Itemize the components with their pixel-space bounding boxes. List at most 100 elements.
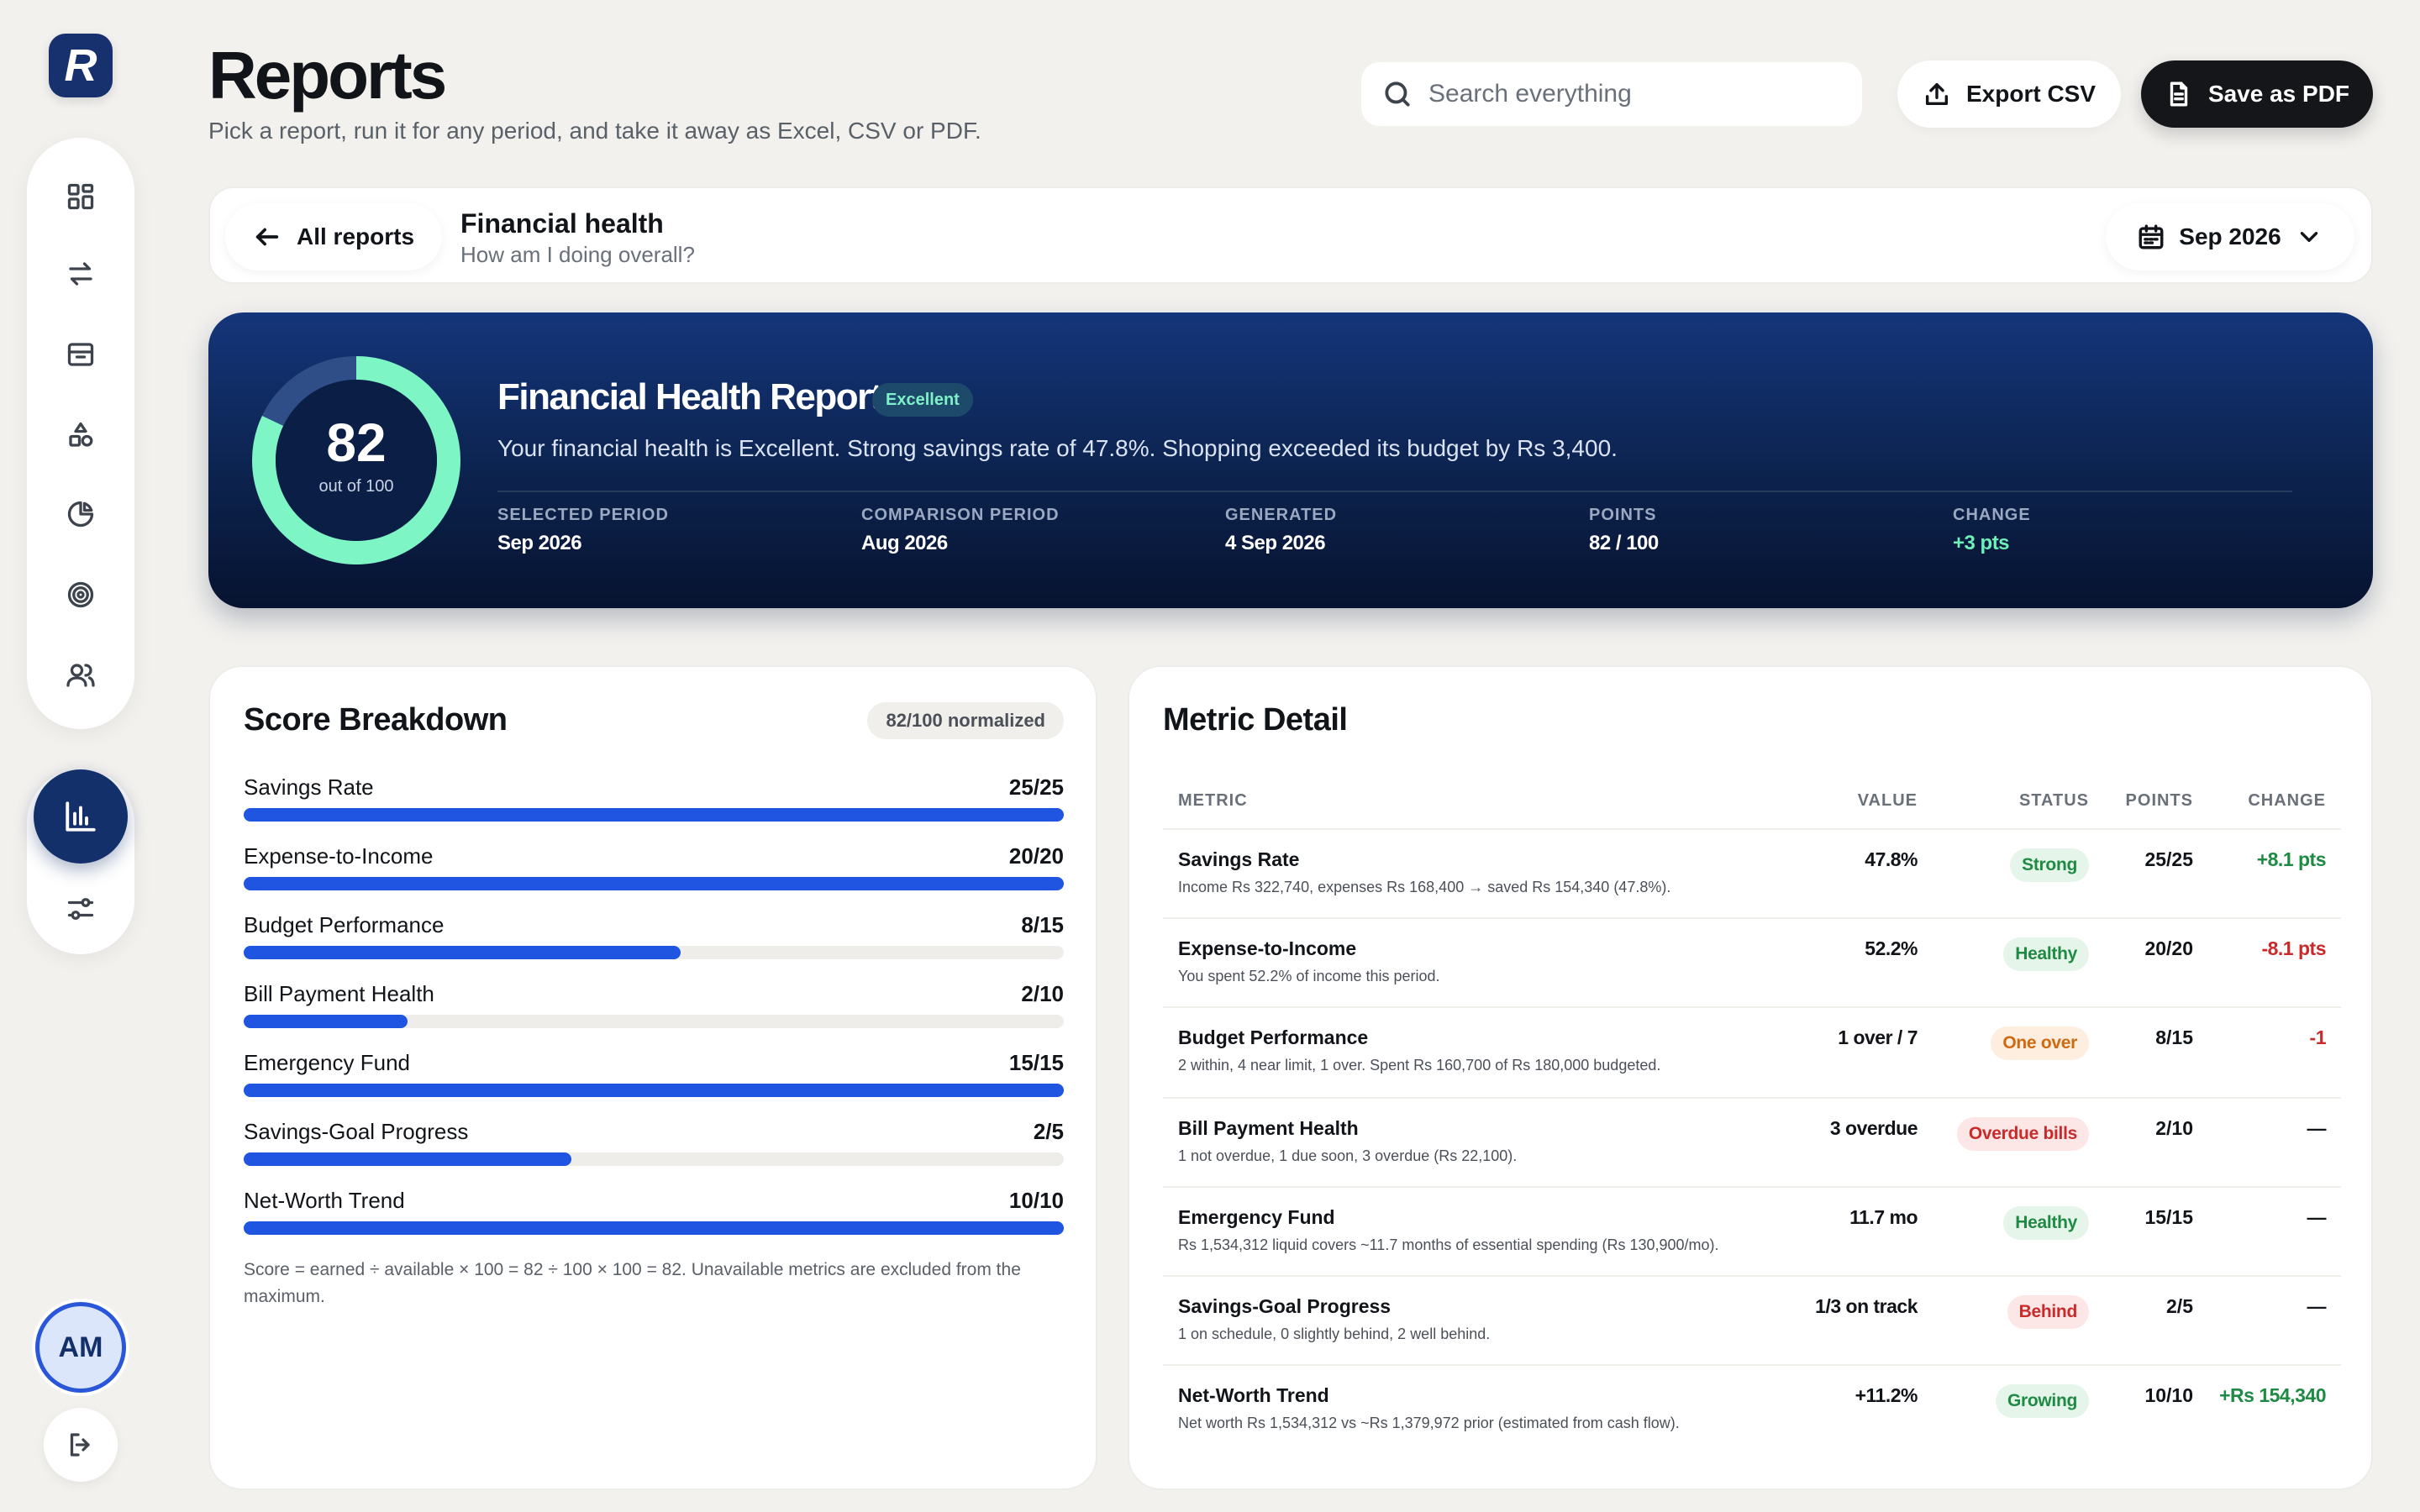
table-row[interactable]: Savings-Goal Progress 1 on schedule, 0 sl… — [1163, 1275, 2341, 1364]
metric-points: 8/15 — [2155, 1026, 2193, 1048]
calendar-icon — [2139, 224, 2164, 249]
table-row[interactable]: Expense-to-Income You spent 52.2% of inco… — [1163, 917, 2341, 1006]
metric-description: Income Rs 322,740, expenses Rs 168,400 →… — [1178, 879, 1671, 895]
progress-track — [244, 1015, 1064, 1028]
sidebar-secondary — [27, 769, 134, 954]
logout-button[interactable] — [44, 1408, 118, 1482]
nav-settings[interactable] — [55, 884, 106, 934]
nav-goals[interactable] — [55, 570, 106, 620]
metric-detail-card: Metric Detail METRIC VALUE STATUS POINTS… — [1128, 665, 2373, 1490]
nav-categories[interactable] — [55, 410, 106, 460]
app-logo[interactable]: R — [49, 34, 113, 97]
logo-letter: R — [64, 40, 97, 91]
breakdown-label: Budget Performance — [244, 912, 445, 937]
health-summary-hero: 82 out of 100 Financial Health Report Ex… — [208, 312, 2373, 608]
metric-points: 2/5 — [2166, 1295, 2193, 1317]
metric-value: 47.8% — [1865, 848, 1918, 870]
report-question: How am I doing overall? — [460, 242, 695, 267]
users-icon — [66, 664, 95, 687]
export-csv-button[interactable]: Export CSV — [1897, 60, 2121, 128]
status-badge: One over — [1991, 1026, 2089, 1060]
metric-name: Budget Performance — [1178, 1026, 1369, 1048]
metric-name: Emergency Fund — [1178, 1206, 1335, 1228]
breakdown-score: 2/5 — [1033, 1119, 1064, 1144]
breakdown-score: 8/15 — [1021, 912, 1064, 937]
report-header-bar: All reports Financial health How am I do… — [208, 186, 2373, 284]
metric-description: You spent 52.2% of income this period. — [1178, 968, 1440, 984]
metric-description: 1 not overdue, 1 due soon, 3 overdue (Rs… — [1178, 1147, 1518, 1164]
hero-title: Financial Health Report — [497, 376, 882, 417]
page-title: Reports — [208, 38, 447, 113]
metric-points: 20/20 — [2144, 937, 2193, 959]
score-gauge — [252, 356, 460, 564]
logout-icon — [70, 1433, 90, 1457]
table-row[interactable]: Emergency Fund Rs 1,534,312 liquid covers… — [1163, 1186, 2341, 1275]
table-row[interactable]: Net-Worth Trend Net worth Rs 1,534,312 vs… — [1163, 1364, 2341, 1455]
user-avatar[interactable]: AM — [35, 1302, 126, 1393]
metric-value: +11.2% — [1854, 1384, 1918, 1406]
search-input[interactable] — [1428, 80, 1832, 108]
metric-points: 2/10 — [2155, 1117, 2193, 1139]
arrow-left-icon — [255, 228, 279, 246]
column-header-change: CHANGE — [2248, 791, 2326, 810]
metric-change: — — [2307, 1117, 2327, 1139]
save-pdf-button[interactable]: Save as PDF — [2141, 60, 2373, 128]
nav-inbox[interactable] — [55, 329, 106, 380]
hero-summary: Your financial health is Excellent. Stro… — [497, 435, 1618, 461]
bar-chart-icon — [66, 801, 96, 832]
card-title: Metric Detail — [1163, 702, 1348, 738]
metric-points: 15/15 — [2144, 1206, 2193, 1228]
nav-transactions[interactable] — [55, 249, 106, 299]
stat-change: CHANGE +3 pts — [1953, 492, 2031, 555]
status-badge: Healthy — [2003, 1206, 2089, 1240]
stat-label: CHANGE — [1953, 506, 2031, 524]
normalized-badge: 82/100 normalized — [867, 702, 1064, 739]
all-reports-button[interactable]: All reports — [225, 203, 442, 270]
metric-description: Net worth Rs 1,534,312 vs ~Rs 1,379,972 … — [1178, 1415, 1680, 1431]
metric-name: Net-Worth Trend — [1178, 1384, 1329, 1406]
search-bar[interactable] — [1361, 62, 1862, 126]
score-breakdown-card: Score Breakdown 82/100 normalized Saving… — [208, 665, 1097, 1490]
table-row[interactable]: Budget Performance 2 within, 4 near limit… — [1163, 1006, 2341, 1097]
score-formula-note: Score = earned ÷ available × 100 = 82 ÷ … — [244, 1260, 1021, 1306]
stat-label: POINTS — [1589, 506, 1657, 524]
stat-label: SELECTED PERIOD — [497, 506, 669, 524]
breakdown-label: Savings Rate — [244, 774, 374, 800]
status-badge: Healthy — [2003, 937, 2089, 971]
sliders-settings-icon — [67, 898, 94, 920]
shapes-categories-icon — [69, 422, 93, 447]
pie-chart-icon — [67, 501, 94, 528]
column-header-metric: METRIC — [1178, 791, 1248, 810]
health-score: 82 — [326, 412, 387, 473]
nav-analytics[interactable] — [55, 489, 106, 539]
progress-fill — [244, 1152, 572, 1166]
progress-fill — [244, 877, 1064, 890]
nav-reports[interactable] — [34, 769, 128, 864]
metric-name: Savings-Goal Progress — [1178, 1295, 1392, 1317]
metric-description: 2 within, 4 near limit, 1 over. Spent Rs… — [1178, 1057, 1661, 1074]
column-header-value: VALUE — [1857, 791, 1918, 810]
table-header: METRIC VALUE STATUS POINTS CHANGE — [1163, 791, 2341, 818]
stat-generated: GENERATED 4 Sep 2026 — [1225, 492, 1337, 555]
table-row[interactable]: Bill Payment Health 1 not overdue, 1 due … — [1163, 1097, 2341, 1186]
period-value: Sep 2026 — [2179, 223, 2281, 249]
metric-change: -8.1 pts — [2261, 937, 2326, 959]
report-name: Financial health — [460, 208, 664, 239]
breakdown-score: 20/20 — [1008, 843, 1064, 869]
metric-value: 52.2% — [1865, 937, 1918, 959]
progress-fill — [244, 1084, 1064, 1097]
inbox-tray-icon — [67, 343, 94, 366]
nav-dashboard[interactable] — [55, 171, 106, 222]
metric-value: 11.7 mo — [1849, 1206, 1918, 1228]
stat-label: GENERATED — [1225, 506, 1338, 524]
breakdown-score: 25/25 — [1008, 774, 1064, 800]
progress-track — [244, 808, 1064, 822]
metric-name: Bill Payment Health — [1178, 1117, 1359, 1139]
hero-divider — [497, 491, 2292, 492]
table-row[interactable]: Savings Rate Income Rs 322,740, expenses … — [1163, 828, 2341, 917]
nav-people[interactable] — [55, 650, 106, 701]
stat-value: Aug 2026 — [861, 532, 948, 554]
period-dropdown[interactable]: Sep 2026 — [2106, 203, 2354, 270]
status-badge: Strong — [2010, 848, 2089, 882]
save-pdf-label: Save as PDF — [2207, 81, 2350, 107]
